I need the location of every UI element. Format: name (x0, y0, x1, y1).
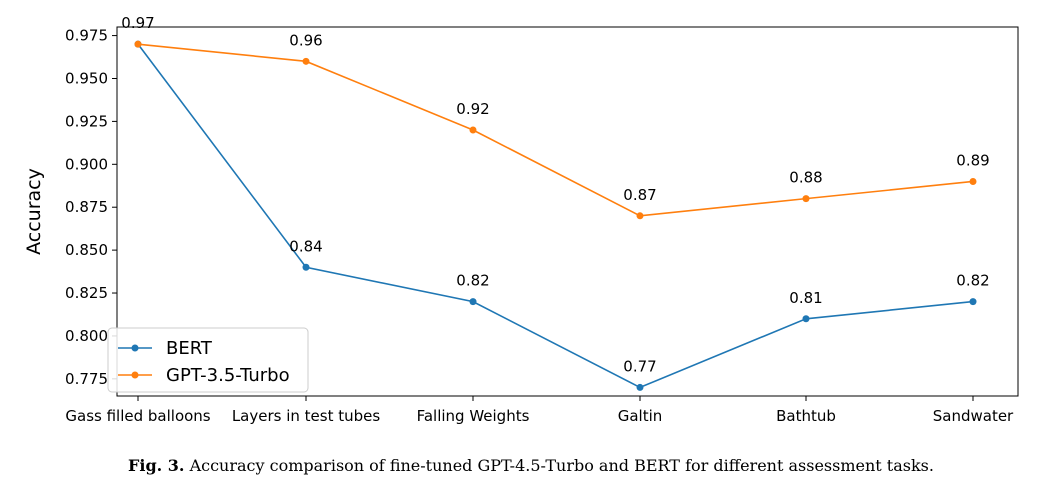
data-point (302, 263, 310, 271)
caption-label: Fig. 3. (128, 456, 185, 475)
y-tick-label: 0.925 (65, 112, 108, 130)
series-line-gpt (137, 43, 974, 217)
legend-box (107, 327, 309, 393)
legend-swatch-marker (131, 344, 139, 352)
data-point (636, 383, 644, 391)
x-tick-label: Layers in test tubes (232, 407, 381, 425)
data-point (802, 195, 810, 203)
y-tick-label: 0.775 (65, 370, 108, 388)
figure-caption: Fig. 3. Accuracy comparison of fine-tune… (0, 456, 1062, 475)
data-label: 0.96 (289, 31, 322, 49)
legend-label: GPT-3.5-Turbo (166, 365, 290, 386)
data-label: 0.81 (789, 289, 822, 307)
data-point (302, 57, 310, 65)
x-tick-label: Falling Weights (417, 407, 530, 425)
data-point (469, 298, 477, 306)
caption-text: Accuracy comparison of fine-tuned GPT-4.… (184, 456, 934, 475)
x-tick-label: Galtin (618, 407, 663, 425)
y-tick-label: 0.825 (65, 284, 108, 302)
y-tick-label: 0.875 (65, 198, 108, 216)
data-point (469, 126, 477, 134)
data-label: 0.89 (956, 151, 989, 169)
x-tick-label: Gass filled balloons (65, 407, 210, 425)
data-label: 0.97 (121, 14, 154, 32)
y-tick-label: 0.950 (65, 69, 108, 87)
data-label: 0.82 (456, 272, 489, 290)
accuracy-line-chart: 0.775 0.800 0.825 0.850 0.875 0.900 0.925 0.950… (23, 14, 1019, 425)
legend-label: BERT (166, 338, 213, 359)
data-point (636, 212, 644, 220)
y-tick-label: 0.850 (65, 241, 108, 259)
y-tick-label: 0.900 (65, 155, 108, 173)
data-label: 0.77 (623, 357, 656, 375)
data-label: 0.92 (456, 100, 489, 118)
series-line-bert (137, 43, 974, 389)
plot-frame (116, 26, 1019, 397)
x-tick-label: Bathtub (776, 407, 836, 425)
data-point (969, 177, 977, 185)
y-axis-title: Accuracy (23, 168, 45, 255)
data-point (802, 315, 810, 323)
data-label: 0.87 (623, 186, 656, 204)
y-tick-label: 0.800 (65, 327, 108, 345)
legend-swatch-marker (131, 371, 139, 379)
y-tick-label: 0.975 (65, 27, 108, 45)
data-point (134, 40, 142, 48)
data-label: 0.88 (789, 169, 822, 187)
x-tick-label: Sandwater (933, 407, 1014, 425)
data-label: 0.82 (956, 272, 989, 290)
data-point (969, 298, 977, 306)
data-label: 0.84 (289, 237, 322, 255)
